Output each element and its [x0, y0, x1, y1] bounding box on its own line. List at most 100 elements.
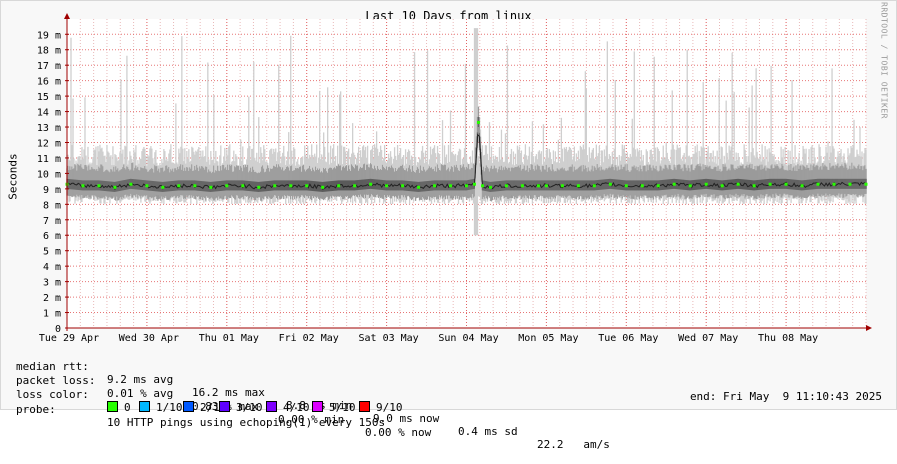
median-point [848, 182, 852, 186]
median-point [656, 184, 660, 188]
loss-color-item: 9/10 [359, 401, 403, 414]
median-point [752, 184, 756, 188]
y-axis-arrow [64, 13, 70, 19]
median-point [113, 185, 117, 189]
median-point [688, 184, 692, 188]
median-point [97, 184, 101, 188]
median-point [129, 182, 133, 186]
median-point [544, 184, 548, 188]
loss-color-value: 3/10 [236, 401, 263, 415]
probe-text: 10 HTTP pings using echoping(1) every 15… [107, 415, 386, 429]
x-tick-label: Thu 08 May [758, 333, 818, 344]
median-rtt-row: median rtt: 9.2 ms avg 16.2 ms max 8.8 m… [16, 347, 610, 451]
x-axis-arrow [866, 325, 872, 331]
median-point [465, 184, 468, 188]
loss-color-item: 1/10 [139, 401, 183, 414]
median-point [273, 184, 277, 188]
median-point [768, 182, 772, 186]
median-point [704, 182, 708, 186]
median-point [305, 184, 309, 188]
y-tick-label: 19 m [37, 30, 61, 41]
y-tick-label: 5 m [43, 247, 61, 258]
median-point [209, 185, 213, 189]
packet-loss-row: packet loss: 0.01 % avg 0.83 % max 0.00 … [16, 361, 431, 439]
loss-color-swatch [359, 401, 370, 413]
median-point [225, 184, 229, 188]
y-tick-label: 9 m [43, 185, 61, 196]
x-tick-label: Sat 03 May [358, 333, 418, 344]
median-line [66, 133, 867, 191]
median-point [289, 184, 293, 188]
loss-color-row: loss color: 0 1/10 2/10 3/10 4/10 5/10 9/10 [16, 375, 403, 414]
y-tick-label: 13 m [37, 123, 61, 134]
x-tick-label: Sun 04 May [438, 333, 498, 344]
probe-label: probe: [16, 402, 56, 416]
loss-color-item: 4/10 [266, 401, 310, 414]
end-time: end: Fri May 9 11:10:43 2025 [689, 390, 882, 403]
median-point [177, 184, 181, 188]
median-point [784, 182, 788, 186]
loss-color-item: 0 [107, 401, 131, 414]
x-tick-label: Tue 06 May [598, 333, 658, 344]
x-tick-label: Wed 30 Apr [119, 333, 179, 344]
median-point [624, 184, 628, 188]
median-point [816, 182, 820, 186]
median-point [608, 182, 612, 186]
latency-chart: 0 1 m 2 m 3 m 4 m 5 m 6 m 7 m 8 m 9 m 10 m 11 m 12 m… [37, 13, 872, 344]
loss-color-swatch [139, 401, 150, 413]
median-point [520, 184, 524, 188]
loss-color-item: 3/10 [219, 401, 263, 414]
median-rtt-avg: 9.2 ms avg [107, 373, 174, 386]
y-tick-label: 2 m [43, 293, 61, 304]
median-point [241, 184, 245, 188]
y-tick-label: 16 m [37, 77, 61, 88]
packet-loss-avg: 0.01 % avg [107, 387, 174, 401]
y-tick-label: 11 m [37, 154, 61, 165]
median-rtt-max: 16.2 ms max [192, 386, 265, 399]
median-point [193, 184, 197, 188]
median-point [536, 184, 540, 188]
median-point [864, 182, 868, 186]
median-point [321, 185, 325, 189]
y-tick-label: 12 m [37, 138, 61, 149]
y-tick-label: 0 [55, 324, 61, 335]
loss-color-item: 5/10 [312, 401, 356, 414]
packet-loss-label: packet loss: [16, 374, 96, 388]
median-point [576, 184, 580, 188]
median-point [476, 120, 480, 124]
y-tick-label: 10 m [37, 169, 61, 180]
median-point [353, 184, 357, 188]
median-point [720, 184, 724, 188]
median-point [81, 184, 85, 188]
median-rtt-am: 22.2 am/s [537, 438, 610, 451]
y-tick-label: 14 m [37, 108, 61, 119]
loss-color-value: 9/10 [376, 401, 403, 415]
x-tick-label: Wed 07 May [678, 333, 738, 344]
y-tick-label: 18 m [37, 46, 61, 57]
y-tick-label: 15 m [37, 92, 61, 103]
x-tick-label: Tue 29 Apr [39, 333, 99, 344]
median-point [736, 182, 740, 186]
loss-color-swatch [219, 401, 230, 413]
median-point [417, 185, 421, 189]
y-tick-label: 4 m [43, 262, 61, 273]
median-point [480, 184, 484, 188]
median-point [369, 182, 373, 186]
median-point [504, 184, 508, 188]
median-point [672, 182, 676, 186]
loss-color-value: 0 [124, 401, 131, 415]
median-point [401, 184, 405, 188]
y-tick-label: 3 m [43, 278, 61, 289]
median-point [640, 184, 644, 188]
median-rtt-sd: 0.4 ms sd [458, 425, 518, 438]
y-tick-label: 1 m [43, 309, 61, 320]
loss-color-swatch [107, 401, 118, 413]
x-tick-label: Thu 01 May [199, 333, 259, 344]
loss-color-value: 5/10 [329, 401, 356, 415]
median-point [161, 185, 165, 189]
median-point [592, 184, 596, 188]
legend: median rtt: 9.2 ms avg 16.2 ms max 8.8 m… [16, 347, 610, 451]
loss-color-swatch [183, 401, 194, 413]
y-tick-label: 7 m [43, 216, 61, 227]
loss-color-value: 1/10 [156, 401, 183, 415]
